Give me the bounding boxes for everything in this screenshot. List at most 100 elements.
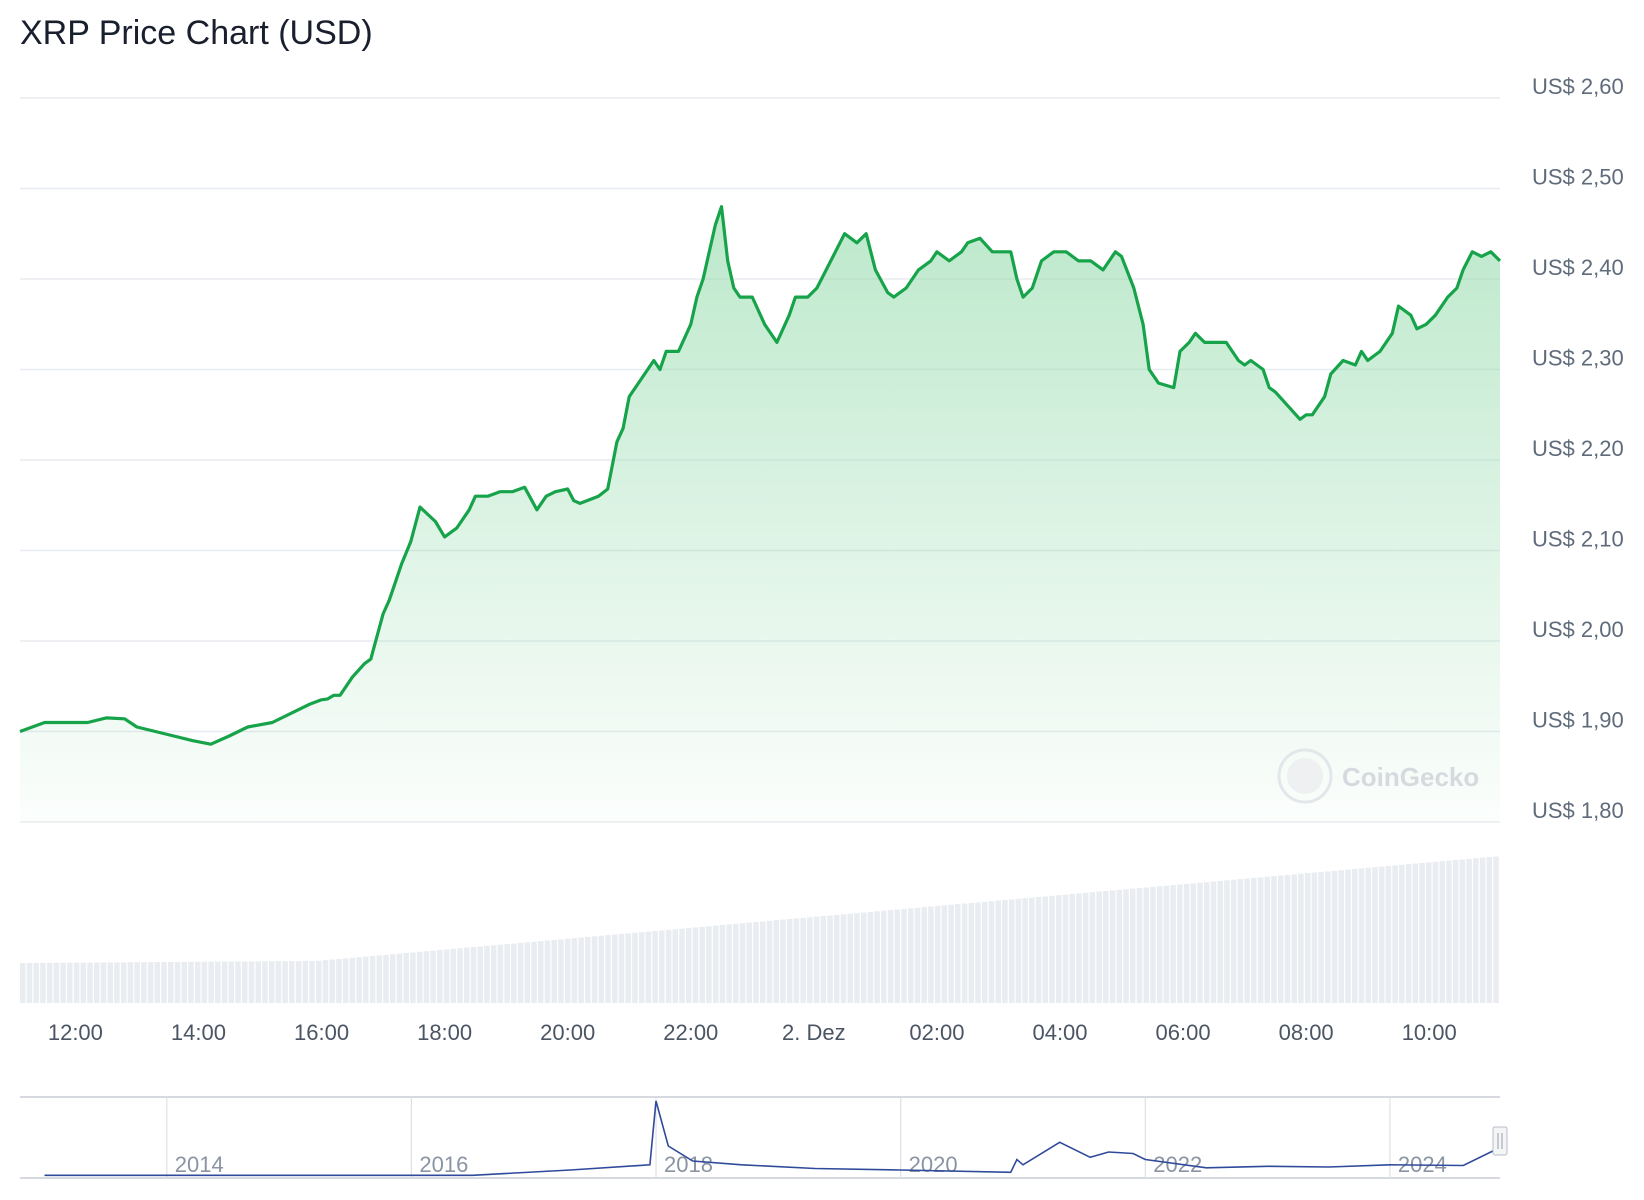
volume-bar — [188, 961, 194, 1003]
volume-bar — [1224, 880, 1230, 1003]
volume-bar — [1015, 898, 1022, 1003]
volume-bar — [410, 952, 416, 1003]
volume-bar — [1318, 871, 1324, 1003]
y-tick-label: US$ 2,10 — [1532, 527, 1624, 552]
volume-bar — [1197, 882, 1203, 1003]
volume-bar — [1130, 888, 1136, 1003]
volume-bar — [94, 962, 100, 1003]
volume-bar — [847, 913, 853, 1003]
volume-bar — [1426, 862, 1432, 1003]
volume-bar — [1358, 868, 1365, 1003]
volume-bar — [1264, 876, 1271, 1003]
volume-bar — [914, 907, 921, 1003]
volume-bar — [612, 934, 618, 1003]
volume-bar — [706, 926, 712, 1003]
volume-bar — [80, 962, 87, 1003]
volume-bar — [73, 962, 80, 1003]
volume-bar — [383, 954, 389, 1003]
volume-bar — [26, 962, 33, 1003]
price-area-fill — [20, 206, 1500, 823]
volume-bar — [887, 910, 894, 1003]
volume-bar — [60, 962, 66, 1003]
volume-bar — [490, 945, 497, 1003]
volume-bar — [1331, 870, 1338, 1003]
volume-bar — [1452, 860, 1459, 1003]
volume-bar — [457, 948, 463, 1003]
navigator-handle[interactable] — [1492, 1126, 1508, 1156]
range-navigator[interactable]: 2014 2016 2018 2020 2022 2024 — [20, 1096, 1508, 1179]
volume-bar — [679, 928, 685, 1003]
volume-bar — [766, 920, 773, 1003]
volume-bar — [1190, 883, 1197, 1003]
volume-bar — [1459, 859, 1466, 1003]
volume-bar — [1446, 860, 1452, 1003]
volume-bar — [1399, 864, 1405, 1003]
volume-bar — [820, 916, 827, 1003]
volume-bar — [712, 925, 719, 1003]
y-tick-label: US$ 2,20 — [1532, 436, 1624, 461]
volume-bar — [1089, 892, 1096, 1003]
volume-bar — [194, 961, 201, 1003]
volume-bar — [147, 962, 154, 1003]
volume-bar — [524, 942, 531, 1003]
volume-bar — [753, 922, 759, 1003]
volume-bar — [1170, 885, 1176, 1003]
volume-bar — [834, 914, 840, 1003]
volume-bar — [322, 960, 329, 1003]
volume-bar — [672, 929, 679, 1003]
volume-bar — [813, 916, 820, 1003]
volume-bar — [1251, 877, 1257, 1003]
volume-bar — [1392, 865, 1398, 1003]
price-line[interactable] — [19, 205, 1502, 746]
volume-bar — [881, 910, 887, 1003]
volume-bar — [1230, 879, 1237, 1003]
x-tick-label: 02:00 — [909, 1020, 964, 1045]
volume-bar — [692, 927, 699, 1003]
x-tick-label: 08:00 — [1279, 1020, 1334, 1045]
volume-bar — [141, 962, 147, 1003]
y-tick-label: US$ 2,50 — [1532, 165, 1624, 190]
volume-bar — [578, 937, 584, 1003]
volume-bar — [551, 939, 557, 1003]
volume-bar — [605, 935, 611, 1003]
x-tick-label: 18:00 — [417, 1020, 472, 1045]
volume-bar — [934, 905, 941, 1003]
x-tick-label: 2. Dez — [782, 1020, 846, 1045]
volume-bar — [497, 944, 504, 1003]
volume-bar — [1076, 893, 1082, 1003]
volume-bar — [1103, 891, 1109, 1003]
y-tick-label: US$ 2,60 — [1532, 74, 1624, 99]
volume-bar — [1237, 879, 1244, 1003]
volume-bar — [686, 928, 692, 1003]
y-tick-label: US$ 2,40 — [1532, 255, 1624, 280]
volume-bar — [295, 961, 302, 1003]
volume-bar — [470, 947, 477, 1003]
navigator-tick-label: 2014 — [175, 1152, 224, 1177]
navigator-line — [44, 1100, 1501, 1177]
volume-bar — [504, 944, 510, 1003]
volume-bar — [1210, 881, 1217, 1003]
volume-bar — [511, 943, 517, 1003]
volume-bar — [168, 961, 174, 1003]
volume-bar — [416, 951, 423, 1003]
volume-bar — [1466, 858, 1472, 1003]
volume-bar — [430, 950, 436, 1003]
volume-bar — [33, 962, 39, 1003]
volume-bar — [342, 958, 349, 1003]
navigator-tick-label: 2020 — [909, 1152, 958, 1177]
volume-bar — [1325, 871, 1331, 1003]
volume-bar — [336, 959, 342, 1003]
volume-bar — [289, 961, 295, 1003]
volume-bar — [46, 962, 53, 1003]
volume-bar — [221, 961, 228, 1003]
volume-bar — [544, 940, 551, 1003]
volume-bar — [564, 938, 571, 1003]
volume-bar — [1486, 857, 1493, 1003]
volume-bar — [786, 919, 793, 1003]
volume-bar — [1432, 861, 1439, 1003]
volume-bar — [1049, 895, 1055, 1003]
x-tick-label: 16:00 — [294, 1020, 349, 1045]
volume-bar — [181, 961, 187, 1003]
volume-bar — [921, 907, 927, 1003]
